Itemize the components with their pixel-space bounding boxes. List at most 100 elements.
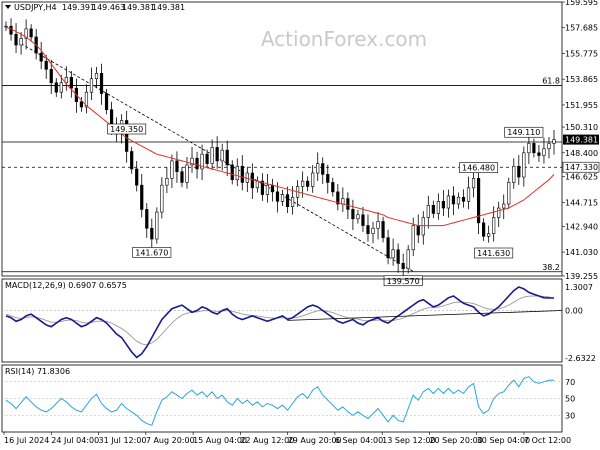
- candle-body: [84, 91, 89, 108]
- candle-body: [512, 165, 516, 183]
- candle-body: [220, 149, 224, 162]
- price-annotation-box: [474, 247, 514, 259]
- candle-body: [461, 196, 466, 202]
- x-tick-label: 16 Jul 2024: [4, 436, 49, 445]
- candle-body: [104, 93, 109, 111]
- candle-body: [140, 184, 144, 210]
- fib-level-label: 38.2: [542, 263, 560, 272]
- price-annotation-box: [383, 275, 423, 287]
- candle-body: [260, 180, 265, 195]
- x-tick-label: 7 Aug 20:00: [146, 436, 195, 445]
- candle-body: [361, 214, 365, 226]
- candle-body: [24, 28, 28, 39]
- candle-body: [290, 196, 295, 207]
- x-tick-label: 20 Sep 20:00: [429, 436, 482, 445]
- candle-body: [492, 217, 496, 234]
- macd-panel: 1.3007 0.00 -2.6322 MACD(12,26,9) 0.6907 0.…: [1, 278, 596, 363]
- candle-body: [285, 194, 290, 207]
- candle-body: [366, 225, 370, 234]
- candle-body: [436, 201, 440, 214]
- candle-body: [306, 180, 310, 187]
- y-tick-label: 148.400: [565, 149, 598, 158]
- candle-body: [155, 211, 159, 240]
- candle-body: [79, 101, 84, 108]
- rsi-title: RSI(14) 71.8306: [5, 367, 70, 376]
- candle-body: [275, 191, 280, 202]
- candle-body: [160, 184, 164, 213]
- candle-body: [351, 209, 355, 220]
- y-tick-label: 146.625: [565, 173, 598, 182]
- candle-body: [507, 182, 511, 205]
- time-axis: 16 Jul 2024 24 Jul 04:00 31 Jul 12:00 7 Aug…: [3, 432, 571, 445]
- x-tick-label: 29 Aug 20:00: [288, 436, 342, 445]
- candle-body: [316, 163, 320, 174]
- x-tick-label: 24 Jul 04:00: [51, 436, 99, 445]
- candle-body: [522, 152, 526, 178]
- candle-body: [356, 214, 360, 220]
- candle-body: [49, 68, 53, 84]
- candle-body: [240, 165, 244, 183]
- candle-body: [532, 143, 536, 154]
- candle-body: [321, 163, 325, 175]
- candle-body: [270, 184, 275, 193]
- level-tag: [562, 161, 600, 173]
- candle-body: [185, 164, 189, 183]
- macd-tick-label: 0.00: [565, 306, 583, 315]
- watermark-text: ActionForex.com: [261, 27, 427, 51]
- candle-body: [371, 227, 375, 234]
- rsi-tick-label: 70: [565, 378, 575, 387]
- macd-title: MACD(12,26,9) 0.6907 0.6575: [5, 281, 127, 290]
- candle-body: [527, 143, 531, 154]
- candle-body: [195, 157, 199, 170]
- price-panel: 159.595 157.685 155.775 153.865 151.955 150.3…: [1, 0, 600, 287]
- candle-body: [301, 180, 305, 187]
- y-tick-label: 139.255: [565, 272, 598, 281]
- macd-trendline: [287, 310, 563, 321]
- candle-body: [59, 82, 63, 93]
- candle-body: [502, 203, 506, 209]
- candle-body: [466, 187, 471, 202]
- candle-body: [431, 205, 435, 214]
- y-tick-label: 153.865: [565, 75, 598, 84]
- candle-body: [9, 25, 13, 35]
- candle-body: [416, 225, 420, 236]
- candle-body: [170, 160, 174, 179]
- candle-body: [401, 262, 405, 269]
- candle-body: [215, 147, 219, 162]
- candle-body: [341, 198, 345, 205]
- candle-body: [235, 165, 239, 181]
- candle-body: [205, 153, 209, 164]
- candle-body: [396, 249, 400, 264]
- macd-line: [5, 286, 554, 359]
- candle-body: [4, 25, 8, 28]
- candle-body: [280, 194, 285, 202]
- candle-body: [44, 60, 48, 70]
- ohlc-value: 149.381: [122, 3, 155, 12]
- candle-body: [19, 38, 23, 46]
- candle-body: [265, 184, 270, 195]
- price-annotation-box: [132, 247, 172, 258]
- candle-body: [552, 139, 556, 144]
- candle-body: [145, 209, 149, 229]
- candle-body: [225, 149, 229, 166]
- candle-body: [94, 73, 99, 80]
- price-annotation-box: [459, 162, 499, 173]
- candle-body: [487, 233, 491, 237]
- candle-body: [476, 178, 481, 224]
- moving-average-line: [5, 27, 555, 227]
- candle-body: [326, 174, 330, 183]
- y-tick-label: 155.775: [565, 49, 598, 58]
- candle-body: [180, 171, 184, 183]
- candle-body: [406, 249, 410, 269]
- ohlc-value: 149.391: [62, 3, 95, 12]
- candle-body: [29, 28, 33, 38]
- candle-body: [255, 180, 259, 189]
- candle-body: [346, 198, 350, 210]
- fib-level-label: 61.8: [542, 76, 560, 85]
- y-tick-label: 150.310: [565, 123, 598, 132]
- y-tick-label: 144.715: [565, 198, 598, 207]
- macd-tick-label: 1.3007: [565, 283, 593, 292]
- candle-body: [190, 157, 194, 166]
- candle-body: [482, 222, 486, 237]
